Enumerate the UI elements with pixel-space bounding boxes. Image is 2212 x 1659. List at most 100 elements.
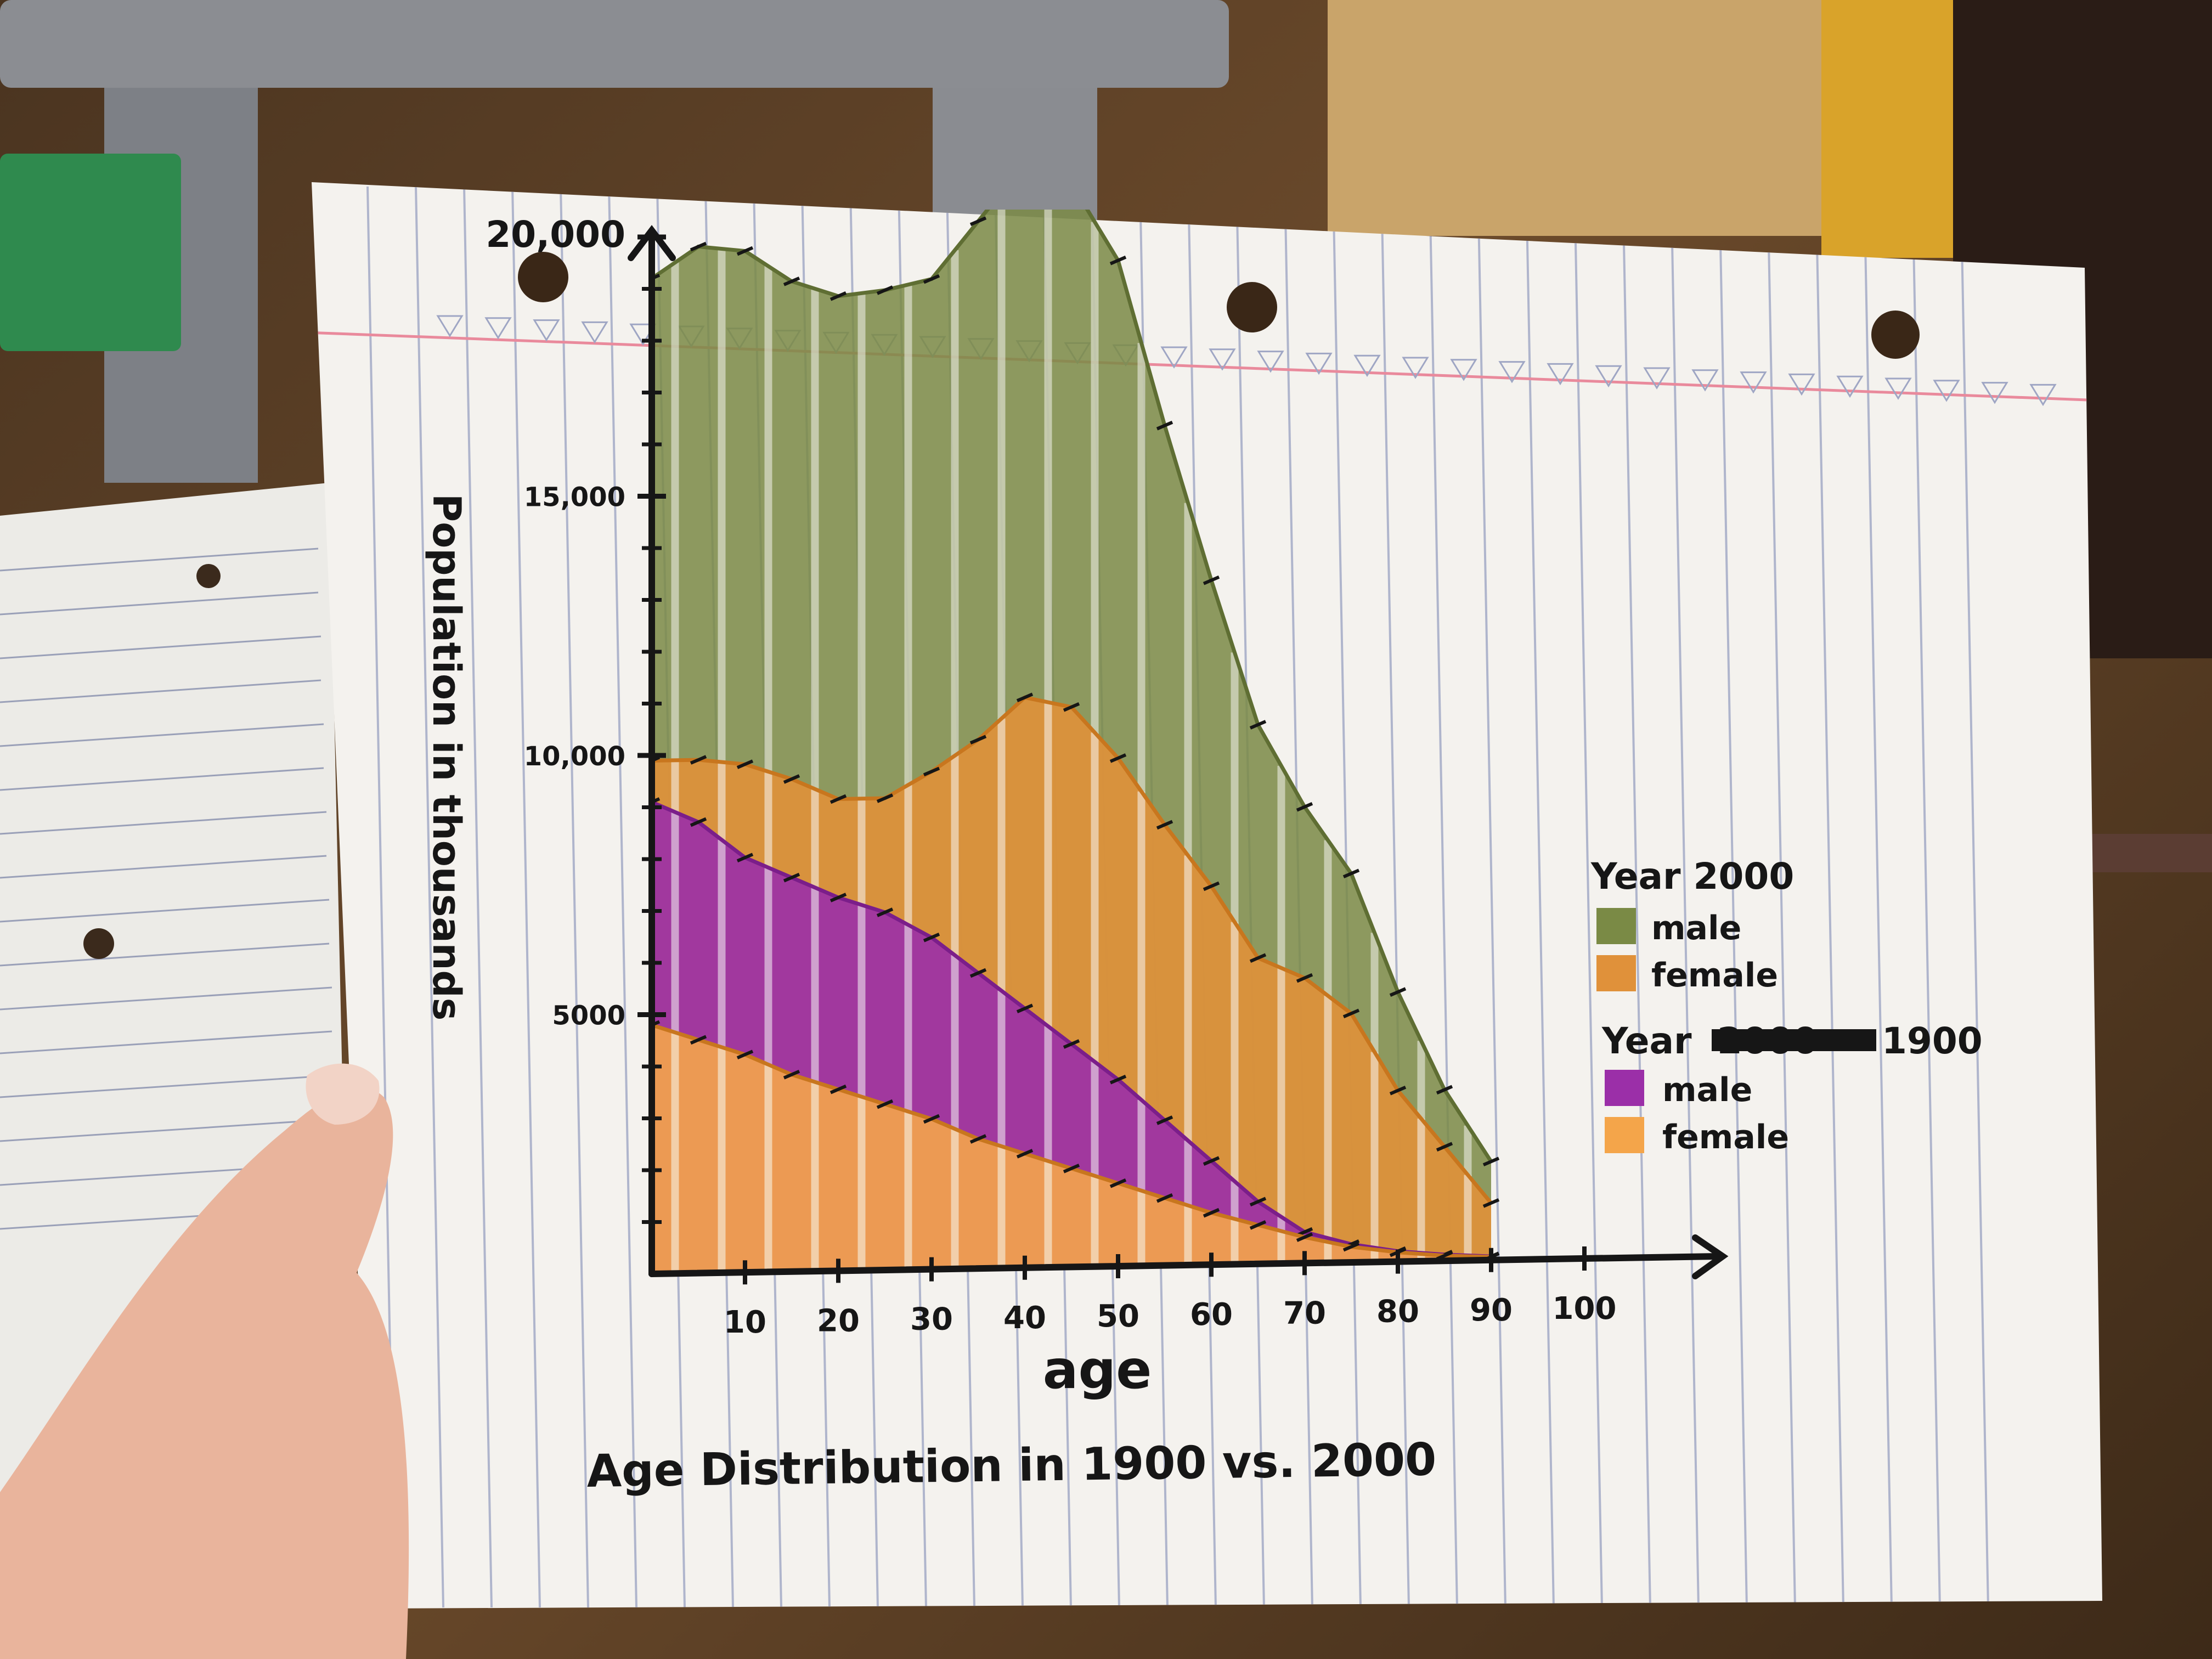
y-axis-label: Population in thousands bbox=[424, 494, 469, 1020]
x-tick-label: 80 bbox=[1376, 1294, 1419, 1330]
legend-entry-label: male bbox=[1651, 909, 1741, 947]
data-point-male-60 bbox=[1203, 575, 1220, 585]
data-point-female-30 bbox=[923, 766, 940, 777]
chocolate-box bbox=[1328, 0, 1821, 236]
rule-line bbox=[560, 186, 589, 1608]
x-tick-label: 60 bbox=[1190, 1297, 1233, 1333]
x-tick-label: 70 bbox=[1283, 1295, 1326, 1331]
series-year-1900-female bbox=[652, 1020, 1500, 1274]
x-tick-label: 20 bbox=[817, 1303, 860, 1339]
area-hatching bbox=[671, 1032, 1472, 1274]
data-point-male-90 bbox=[1482, 1156, 1500, 1166]
rule-line bbox=[1767, 186, 1796, 1608]
data-point-male-35 bbox=[969, 968, 987, 978]
rule-line bbox=[463, 186, 493, 1608]
margin-triangle bbox=[2029, 383, 2057, 407]
rule-line bbox=[1911, 186, 1941, 1608]
rule-line bbox=[1573, 186, 1603, 1608]
data-point-female-65 bbox=[1249, 1220, 1267, 1230]
data-point-female-25 bbox=[876, 793, 894, 803]
data-point-female-85 bbox=[1436, 1142, 1453, 1152]
margin-triangle bbox=[1402, 357, 1429, 379]
x-axis bbox=[648, 1253, 1720, 1277]
data-point-male-55 bbox=[1156, 1115, 1173, 1125]
data-point-female-50 bbox=[1109, 1178, 1127, 1188]
legend-entry-label: female bbox=[1662, 1118, 1789, 1156]
data-point-female-70 bbox=[1296, 973, 1313, 983]
rule-line bbox=[511, 186, 541, 1608]
punch-hole bbox=[518, 252, 568, 302]
x-axis-label: age bbox=[1043, 1339, 1152, 1401]
data-point-female-80 bbox=[1389, 1085, 1407, 1096]
legend-entry-label: male bbox=[1662, 1071, 1752, 1109]
legend-swatch-2000-female bbox=[1596, 955, 1636, 991]
data-point-female-55 bbox=[1156, 1193, 1173, 1203]
laptop-stand-right bbox=[933, 88, 1097, 230]
margin-triangle bbox=[581, 321, 608, 344]
data-point-male-65 bbox=[1249, 1197, 1267, 1207]
margin-triangle bbox=[1981, 382, 2008, 404]
data-point-male-15 bbox=[783, 276, 800, 286]
data-point-male-20 bbox=[830, 291, 847, 301]
legend-swatch-1900-female bbox=[1605, 1117, 1644, 1153]
data-point-male-0 bbox=[652, 797, 661, 804]
data-point-female-65 bbox=[1249, 953, 1267, 963]
rule-line bbox=[1960, 186, 1989, 1608]
data-point-female-35 bbox=[969, 1134, 987, 1144]
data-point-male-15 bbox=[783, 872, 800, 883]
data-point-female-40 bbox=[1016, 692, 1034, 703]
data-point-male-55 bbox=[1156, 420, 1173, 431]
data-point-female-90 bbox=[1482, 1198, 1500, 1208]
punch-hole bbox=[1227, 282, 1277, 332]
rule-line bbox=[1670, 186, 1700, 1608]
y-tick-label: 10,000 bbox=[524, 741, 625, 772]
margin-triangle bbox=[436, 315, 464, 337]
data-point-female-60 bbox=[1203, 1207, 1220, 1218]
data-point-female-10 bbox=[736, 1049, 754, 1060]
margin-triangle bbox=[1836, 375, 1864, 398]
rule-line bbox=[1622, 186, 1651, 1608]
data-point-male-10 bbox=[736, 853, 754, 862]
margin-triangle bbox=[1547, 363, 1574, 386]
margin-triangle bbox=[1788, 373, 1815, 396]
punch-hole bbox=[1871, 311, 1920, 359]
margin-triangle bbox=[533, 319, 560, 342]
legend-title-1900-prefix: Year bbox=[1601, 1020, 1692, 1062]
rule-line bbox=[1380, 186, 1410, 1608]
margin-triangle bbox=[1498, 361, 1526, 383]
x-tick-label: 100 bbox=[1553, 1291, 1617, 1327]
margin-triangle bbox=[1595, 365, 1622, 388]
margin-triangle bbox=[1160, 346, 1188, 369]
data-point-male-65 bbox=[1249, 720, 1267, 730]
y-tick-label: 5000 bbox=[552, 1001, 625, 1031]
laptop-silhouette bbox=[0, 0, 1229, 88]
data-point-female-20 bbox=[830, 794, 847, 804]
data-point-female-0 bbox=[652, 1020, 661, 1027]
legend-title-2000: Year 2000 bbox=[1590, 855, 1794, 898]
data-point-male-0 bbox=[652, 273, 661, 280]
margin-triangle bbox=[1305, 352, 1333, 375]
x-tick-label: 90 bbox=[1470, 1293, 1513, 1328]
margin-triangle bbox=[1209, 348, 1236, 371]
margin-triangle bbox=[1884, 377, 1912, 400]
data-point-male-35 bbox=[969, 216, 987, 227]
data-point-female-55 bbox=[1156, 820, 1173, 830]
data-point-female-30 bbox=[923, 1114, 940, 1124]
y-tick-label: 15,000 bbox=[524, 482, 625, 513]
data-point-female-0 bbox=[652, 755, 661, 763]
data-point-male-80 bbox=[1389, 987, 1407, 997]
margin-triangle bbox=[1257, 351, 1284, 373]
data-point-female-50 bbox=[1109, 753, 1127, 763]
data-point-female-40 bbox=[1016, 1149, 1034, 1159]
data-point-female-75 bbox=[1342, 1242, 1360, 1252]
margin-triangle bbox=[1740, 371, 1767, 394]
data-point-male-30 bbox=[923, 274, 940, 284]
data-point-male-25 bbox=[876, 907, 894, 917]
age-distribution-chart: 10 20 30 40 50 60 70 80 90 100 5000 10,000 15,000 20,… bbox=[424, 210, 1983, 1498]
rule-line bbox=[1525, 186, 1555, 1608]
data-point-female-15 bbox=[783, 774, 800, 784]
data-point-male-20 bbox=[830, 893, 847, 902]
rule-line bbox=[415, 186, 444, 1608]
data-point-female-5 bbox=[690, 755, 707, 765]
